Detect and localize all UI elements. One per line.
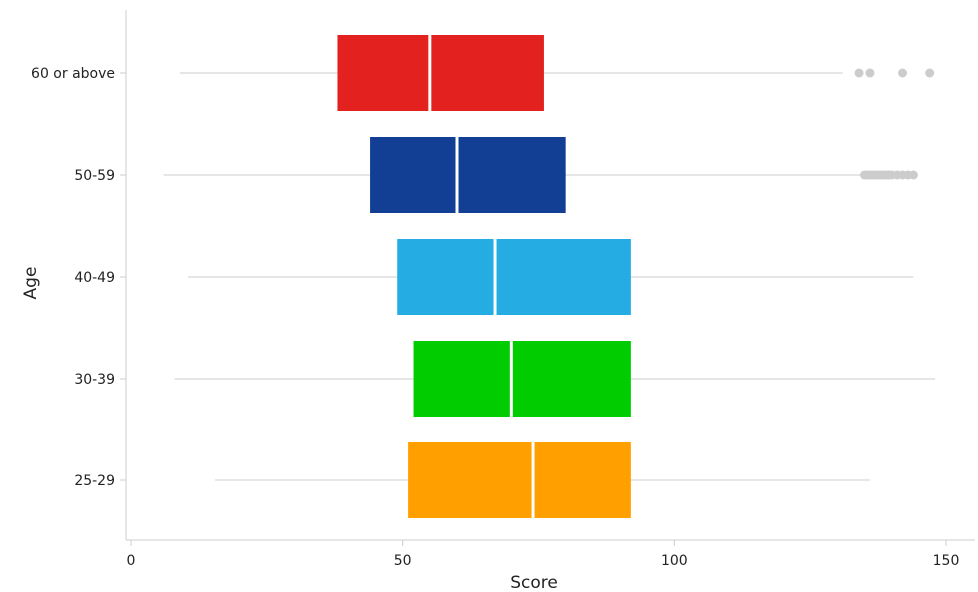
y-axis-title: Age	[21, 267, 41, 300]
outlier-point-60-or-above-3	[925, 68, 935, 78]
box-60-or-above	[337, 35, 544, 111]
box-40-49	[397, 239, 631, 315]
y-tick-label-0: 60 or above	[31, 66, 115, 82]
x-axis-ticks: 0 50 100 150	[127, 540, 960, 569]
box-marks	[163, 35, 936, 518]
box-50-59	[370, 137, 566, 213]
box-30-39	[413, 341, 631, 417]
y-tick-label-2: 40-49	[74, 270, 115, 286]
x-tick-label-1: 50	[394, 553, 412, 569]
outlier-point-60-or-above-0	[854, 68, 864, 78]
x-tick-label-3: 150	[933, 553, 960, 569]
y-tick-label-4: 25-29	[74, 473, 115, 489]
y-tick-label-3: 30-39	[74, 372, 115, 388]
y-axis-ticks: 60 or above 50-59 40-49 30-39 25-29	[31, 66, 126, 489]
outlier-point-60-or-above-2	[898, 68, 908, 78]
x-tick-label-0: 0	[127, 553, 136, 569]
box-25-29	[408, 442, 631, 518]
outlier-point-60-or-above-1	[865, 68, 875, 78]
y-tick-label-1: 50-59	[74, 168, 115, 184]
x-tick-label-2: 100	[661, 553, 688, 569]
outlier-point-50-59-14	[908, 170, 918, 180]
x-axis-title: Score	[510, 573, 558, 592]
